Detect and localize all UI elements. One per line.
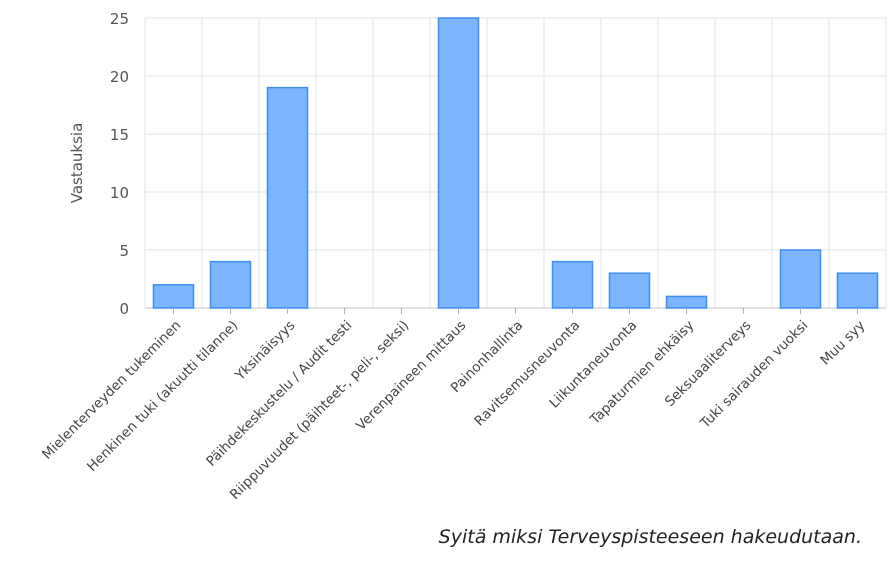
y-tick-label: 10 (110, 184, 129, 202)
bar (152, 284, 195, 309)
bar (665, 295, 708, 309)
x-tick-label: Tuki sairauden vuoksi (697, 318, 812, 433)
x-tick-label: Verenpaineen mittaus (353, 318, 469, 434)
y-tick-label: 0 (119, 300, 129, 318)
y-axis-label: Vastauksia (68, 123, 86, 204)
y-tick-label: 15 (110, 126, 129, 144)
grid-lines (144, 17, 887, 309)
x-tick-label: Ravitsemusneuvonta (471, 318, 583, 430)
x-tick-label: Tapaturmien ehkäisy (586, 318, 697, 429)
y-axis: 0 5 10 15 20 25 (110, 10, 129, 318)
bar (836, 272, 879, 309)
bar (266, 86, 309, 309)
y-tick-label: 20 (110, 68, 129, 86)
bars (152, 17, 879, 309)
y-tick-label: 5 (119, 242, 129, 260)
x-tick-label: Muu syy (817, 318, 868, 369)
bar (209, 260, 252, 309)
y-tick-label: 25 (110, 10, 129, 28)
bar (551, 260, 594, 309)
bar (608, 272, 651, 309)
chart-caption: Syitä miksi Terveyspisteeseen hakeudutaa… (438, 526, 862, 548)
bar (779, 249, 822, 309)
bar (437, 17, 480, 309)
